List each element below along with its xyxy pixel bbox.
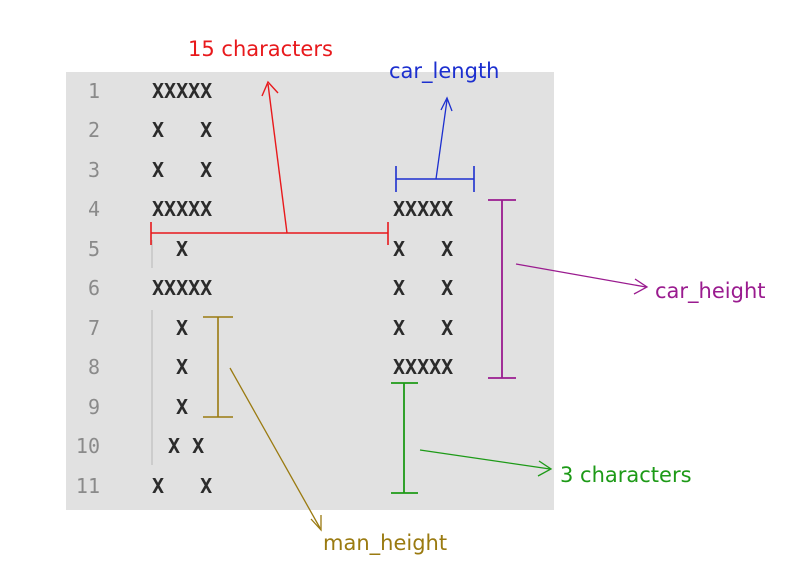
three-characters-label: 3 characters: [560, 463, 692, 487]
three-characters-marker: [391, 382, 553, 494]
code-line-car: X X: [393, 276, 454, 300]
code-line-man: XXXXX: [152, 197, 213, 221]
code-line-man: X X: [152, 118, 213, 142]
code-line-car: X X: [393, 237, 454, 261]
line-number: 11: [75, 474, 100, 498]
line-number: 1: [87, 79, 100, 103]
code-line-man: X: [164, 395, 189, 419]
line-number: 8: [87, 355, 100, 379]
fifteen-characters-marker: [150, 80, 389, 245]
code-line-car: XXXXX: [393, 355, 454, 379]
car-height-marker: [488, 199, 649, 379]
code-line-man: X X: [152, 158, 213, 182]
code-line-man: XXXXX: [152, 79, 213, 103]
code-line-man: XXXXX: [152, 276, 213, 300]
code-line-man: X X: [168, 434, 205, 458]
line-number: 5: [87, 237, 100, 261]
man-height-marker: [203, 316, 322, 532]
car-height-label: car_height: [655, 279, 766, 303]
code-editor: 1 2 3 4 5 6 7 8 9 10 11 XXXXX X X X X XX…: [66, 72, 554, 510]
code-line-man: X: [164, 237, 189, 261]
car-length-label: car_length: [389, 59, 500, 83]
code-line-man: X X: [152, 474, 213, 498]
code-line-man: X: [164, 355, 189, 379]
line-number: 3: [87, 158, 100, 182]
car-length-marker: [395, 96, 475, 192]
man-height-label: man_height: [323, 531, 448, 555]
code-line-car: XXXXX: [393, 197, 454, 221]
line-number: 9: [87, 395, 100, 419]
line-number: 6: [87, 276, 100, 300]
line-number: 10: [75, 434, 100, 458]
code-line-man: X: [164, 316, 189, 340]
code-line-car: X X: [393, 316, 454, 340]
line-number: 4: [87, 197, 100, 221]
fifteen-characters-label: 15 characters: [188, 37, 333, 61]
line-number: 7: [87, 316, 100, 340]
line-number: 2: [87, 118, 100, 142]
